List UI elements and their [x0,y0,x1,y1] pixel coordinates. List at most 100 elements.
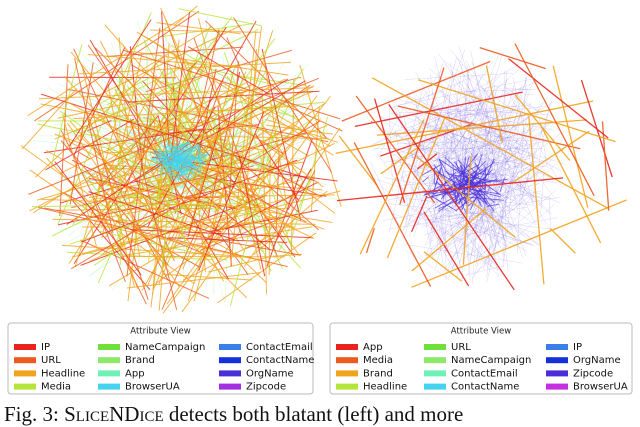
network-edge [388,99,393,192]
network-edge [161,11,170,147]
network-edge [243,48,257,230]
network-edge [123,49,341,120]
network-edge [464,181,486,184]
network-edge [421,213,478,229]
network-edge [54,161,142,276]
network-edge [504,88,529,90]
network-edge [436,212,481,217]
network-edge [486,101,532,283]
network-edge [28,77,319,195]
caption: Fig. 3: SliceNDice detects both blatant … [4,402,463,427]
network-edge [413,123,450,238]
network-edge [166,95,318,305]
network-edge [244,26,262,161]
network-edge [82,149,162,185]
network-edge [129,50,289,76]
network-edge [67,88,329,143]
network-edge [425,121,513,190]
network-edge [448,111,450,128]
network-edge [159,157,193,181]
network-edge [433,207,456,270]
network-edge [168,166,173,179]
network-edge [468,196,505,201]
legend-swatch [14,383,36,390]
network-edge [480,122,500,156]
network-edge [474,132,476,168]
network-edge [420,152,444,175]
network-edge [203,217,234,242]
network-edge [21,88,78,150]
network-edge [180,157,189,161]
legend-label: BrowserUA [125,382,180,393]
network-edge [60,110,162,184]
network-edge [421,123,536,229]
network-edge [458,45,504,185]
network-edge [438,53,552,232]
network-edge [404,73,513,80]
network-edge [442,59,523,118]
network-edge [552,65,589,208]
legend-swatch [98,344,120,350]
network-edge [393,93,494,199]
network-edge [400,137,443,163]
network-edge [465,187,490,207]
network-edge [167,100,202,167]
network-edge [173,152,208,155]
network-edge [179,157,182,161]
network-edge [445,215,553,230]
network-edge [129,125,192,130]
network-edge [61,244,251,258]
network-edge [40,103,227,142]
network-edge [448,122,542,206]
network-edge [488,201,500,248]
network-edge [459,165,468,186]
network-edge [427,138,555,168]
network-edge [176,172,272,251]
network-edge [87,54,243,69]
network-edge [338,135,378,187]
network-edge [480,78,508,154]
network-edge [94,133,315,240]
network-edge [514,43,595,197]
network-edge [471,61,491,128]
network-edge [478,175,543,200]
network-edge [398,78,535,106]
network-edge [444,212,468,254]
network-edge [185,148,192,151]
network-edge [236,75,307,86]
network-edge [514,94,571,161]
network-edge [478,94,491,155]
network-edge [161,158,165,172]
network-edge [173,5,198,27]
legend-label: Brand [363,368,393,379]
network-edge [458,194,538,245]
network-edge [95,173,139,289]
network-edge [160,7,227,161]
network-edge [187,161,225,303]
network-edge [158,169,172,172]
network-edge [55,207,212,211]
legend-label: ContactEmail [451,368,518,379]
network-edge [153,114,163,241]
network-edge [386,110,455,136]
network-edge [457,159,486,190]
network-edge [409,109,480,180]
network-edge [164,143,188,153]
network-edge [178,8,262,27]
network-edge [467,194,481,208]
network-edge [397,199,493,265]
network-edge [473,153,483,178]
network-edge [384,148,444,190]
network-edge [201,86,321,135]
network-edge [416,165,472,179]
network-edge [475,119,498,267]
network-edge [168,141,189,150]
network-edge [386,118,446,259]
network-edge [80,239,210,299]
network-edge [410,109,500,132]
network-edge [79,151,91,160]
network-edge [106,180,300,219]
legend-label: NameCampaign [451,355,531,366]
network-edge [411,129,454,198]
network-edge [228,61,239,195]
